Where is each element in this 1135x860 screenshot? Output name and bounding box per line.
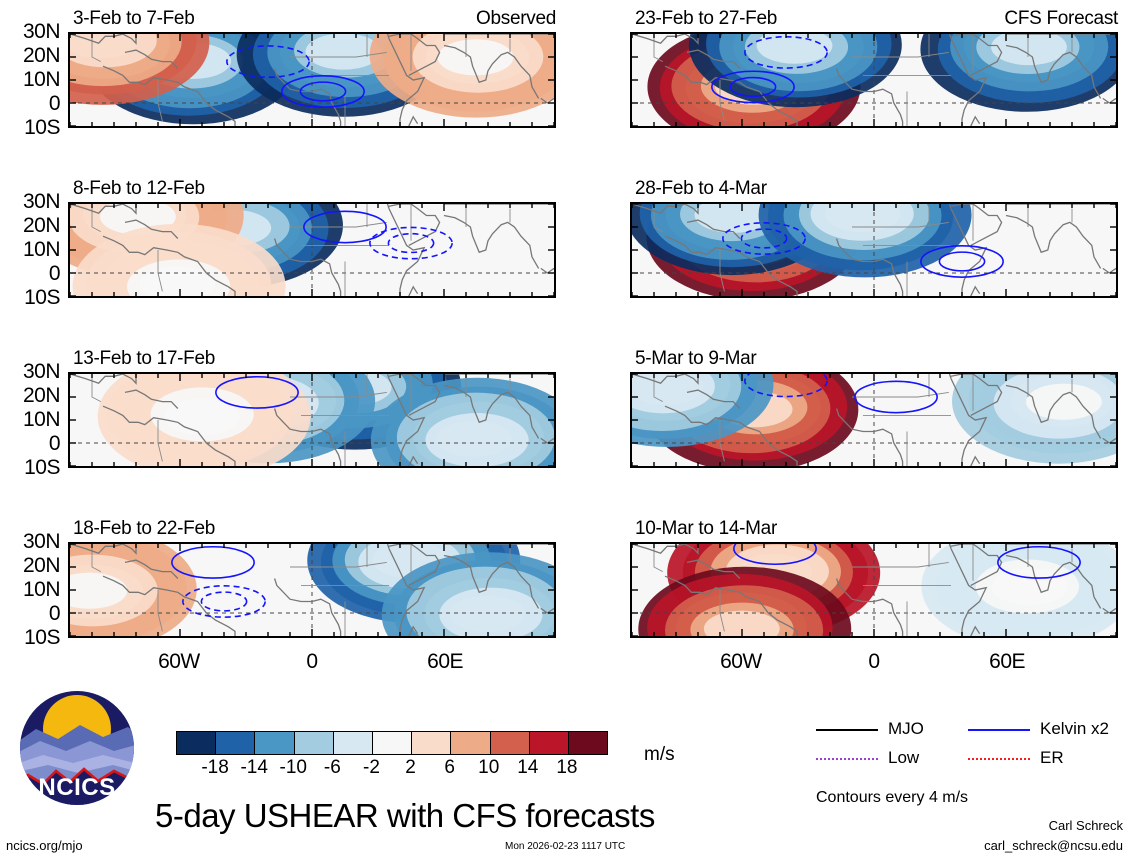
y-axis-tick-label: 0 — [48, 602, 61, 625]
contour-interval-note: Contours every 4 m/s — [816, 789, 969, 806]
map-field — [70, 204, 554, 296]
x-axis-tick-label: 0 — [306, 650, 318, 673]
colorbar-tick-label: 2 — [405, 757, 416, 778]
map-field — [632, 34, 1116, 126]
colorbar-segment — [177, 732, 217, 754]
legend-line-kelvin-x2 — [968, 729, 1030, 731]
colorbar-tick-label: 10 — [478, 757, 500, 778]
y-axis-tick-label: 10S — [24, 116, 60, 139]
legend-label: Kelvin x2 — [1040, 719, 1109, 738]
map-field — [70, 544, 554, 636]
colorbar-tick-label: 18 — [556, 757, 578, 778]
legend-line-mjo — [816, 729, 878, 731]
colorbar-segment — [294, 732, 334, 754]
x-axis-tick-label: 0 — [868, 650, 880, 673]
legend-label: Low — [888, 748, 920, 767]
y-axis-tick-label: 0 — [48, 92, 61, 115]
panel-title: 3-Feb to 7-Feb — [73, 8, 195, 29]
y-axis-tick-label: 30N — [22, 360, 61, 383]
y-axis-tick-label: 30N — [22, 190, 61, 213]
panel-title: 18-Feb to 22-Feb — [73, 518, 216, 539]
colorbar-segment — [568, 732, 608, 754]
y-axis-tick-label: 10N — [22, 238, 61, 261]
map-panel — [68, 32, 556, 128]
figure-title: 5-day USHEAR with CFS forecasts — [155, 797, 655, 834]
y-axis-tick-label: 10S — [24, 626, 60, 649]
y-axis-tick-label: 30N — [22, 530, 61, 553]
colorbar-segment — [490, 732, 530, 754]
map-panel — [68, 372, 556, 468]
author-credit: Carl Schreck — [1048, 818, 1123, 833]
map-field — [632, 374, 1116, 466]
colorbar-tick-label: -6 — [323, 757, 341, 778]
legend-label: ER — [1040, 748, 1064, 767]
y-axis-tick-label: 10S — [24, 286, 60, 309]
panel-title: 5-Mar to 9-Mar — [635, 348, 757, 369]
map-field — [70, 374, 554, 466]
colorbar-tick-label: -18 — [201, 757, 229, 778]
x-axis-tick-label: 60E — [427, 650, 464, 673]
panel-title: 23-Feb to 27-Feb — [635, 8, 778, 29]
y-axis-tick-label: 10S — [24, 456, 60, 479]
map-panel — [630, 372, 1118, 468]
website-link[interactable]: ncics.org/mjo — [6, 838, 83, 853]
map-panel — [630, 202, 1118, 298]
map-field — [70, 34, 554, 126]
map-panel — [630, 32, 1118, 128]
y-axis-tick-label: 0 — [48, 262, 61, 285]
colorbar-segment — [255, 732, 295, 754]
panel-title: 28-Feb to 4-Mar — [635, 178, 767, 199]
colorbar-segment — [216, 732, 256, 754]
colorbar-tick-label: 14 — [517, 757, 539, 778]
map-panel — [68, 202, 556, 298]
colorbar-segment — [529, 732, 569, 754]
map-field — [632, 544, 1116, 636]
legend-line-low — [816, 758, 878, 760]
colorbar-tick-label: -2 — [363, 757, 380, 778]
colorbar — [176, 731, 608, 755]
map-field — [632, 204, 1116, 296]
author-email: carl_schreck@ncsu.edu — [984, 838, 1123, 853]
y-axis-tick-label: 20N — [22, 214, 61, 237]
colorbar-tick-label: -10 — [279, 757, 307, 778]
colorbar-units-label: m/s — [644, 744, 675, 765]
legend-label: MJO — [888, 719, 924, 738]
y-axis-tick-label: 10N — [22, 578, 61, 601]
x-axis-tick-label: 60E — [989, 650, 1026, 673]
generation-timestamp: Mon 2026-02-23 1117 UTC — [505, 841, 626, 852]
colorbar-tick-label: 6 — [444, 757, 455, 778]
y-axis-tick-label: 30N — [22, 20, 61, 43]
column-header-left: Observed — [476, 8, 556, 29]
colorbar-segment — [372, 732, 413, 754]
y-axis-tick-label: 20N — [22, 554, 61, 577]
map-panel — [630, 542, 1118, 638]
svg-text:NCICS: NCICS — [38, 774, 115, 801]
colorbar-tick-label: -14 — [240, 757, 268, 778]
y-axis-tick-label: 20N — [22, 384, 61, 407]
column-header-right: CFS Forecast — [1004, 8, 1118, 29]
legend-line-er — [968, 758, 1030, 760]
colorbar-segment — [333, 732, 373, 754]
ncics-logo: NCICS — [18, 689, 136, 807]
y-axis-tick-label: 10N — [22, 68, 61, 91]
panel-title: 8-Feb to 12-Feb — [73, 178, 205, 199]
y-axis-tick-label: 0 — [48, 432, 61, 455]
colorbar-segment — [451, 732, 491, 754]
y-axis-tick-label: 20N — [22, 44, 61, 67]
panel-title: 13-Feb to 17-Feb — [73, 348, 216, 369]
x-axis-tick-label: 60W — [720, 650, 762, 673]
x-axis-tick-label: 60W — [158, 650, 200, 673]
panel-title: 10-Mar to 14-Mar — [635, 518, 777, 539]
colorbar-segment — [412, 732, 452, 754]
y-axis-tick-label: 10N — [22, 408, 61, 431]
map-panel — [68, 542, 556, 638]
